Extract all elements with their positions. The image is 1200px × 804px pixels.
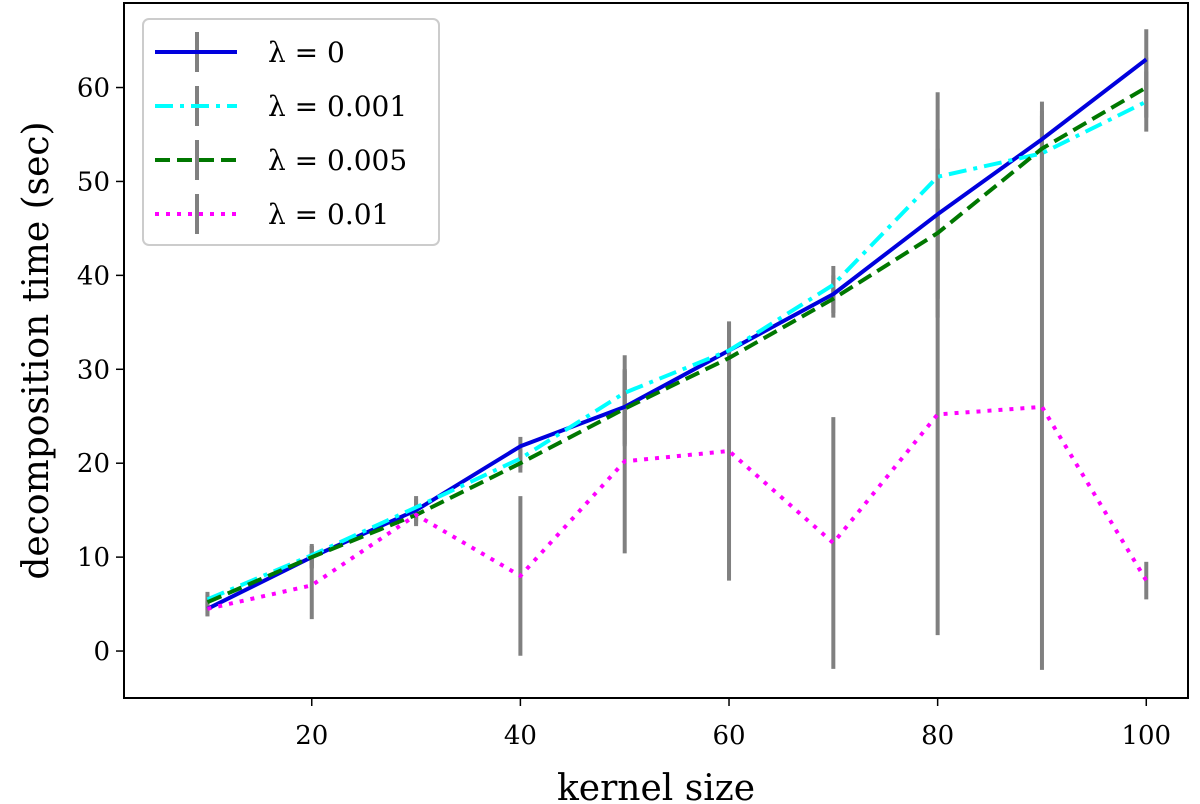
x-axis-title: kernel size bbox=[557, 768, 755, 804]
y-tick-label: 0 bbox=[93, 637, 110, 667]
series-line bbox=[207, 404, 1149, 611]
plot-frame bbox=[123, 2, 1189, 699]
legend-frame bbox=[142, 18, 440, 246]
legend-entry-label: λ = 0.005 bbox=[268, 144, 407, 177]
y-tick-label: 10 bbox=[77, 543, 110, 573]
y-tick-label: 50 bbox=[77, 167, 110, 197]
series-line bbox=[206, 99, 1148, 602]
y-tick-label: 30 bbox=[77, 355, 110, 385]
legend-entry-label: λ = 0 bbox=[268, 36, 345, 69]
series-line bbox=[206, 85, 1148, 605]
x-tick-label: 80 bbox=[921, 721, 954, 751]
x-axis: 20 40 60 80 100 bbox=[295, 698, 1171, 751]
x-tick-label: 40 bbox=[504, 721, 537, 751]
x-tick-label: 60 bbox=[712, 721, 745, 751]
legend-entry-label: λ = 0.01 bbox=[268, 198, 389, 231]
y-tick-label: 20 bbox=[77, 449, 110, 479]
y-tick-label: 60 bbox=[77, 74, 110, 104]
series-lines bbox=[206, 57, 1149, 611]
y-axis: 0 10 20 30 40 50 60 bbox=[77, 74, 124, 667]
legend-entry-label: λ = 0.001 bbox=[268, 90, 407, 123]
x-tick-label: 20 bbox=[295, 721, 328, 751]
series-line bbox=[206, 57, 1148, 611]
x-tick-label: 100 bbox=[1121, 721, 1171, 751]
y-axis-title: decomposition time (sec) bbox=[16, 121, 57, 579]
legend: λ = 0 λ = 0.001 λ = 0.005 λ = 0.01 bbox=[142, 18, 440, 246]
y-tick-label: 40 bbox=[77, 261, 110, 291]
